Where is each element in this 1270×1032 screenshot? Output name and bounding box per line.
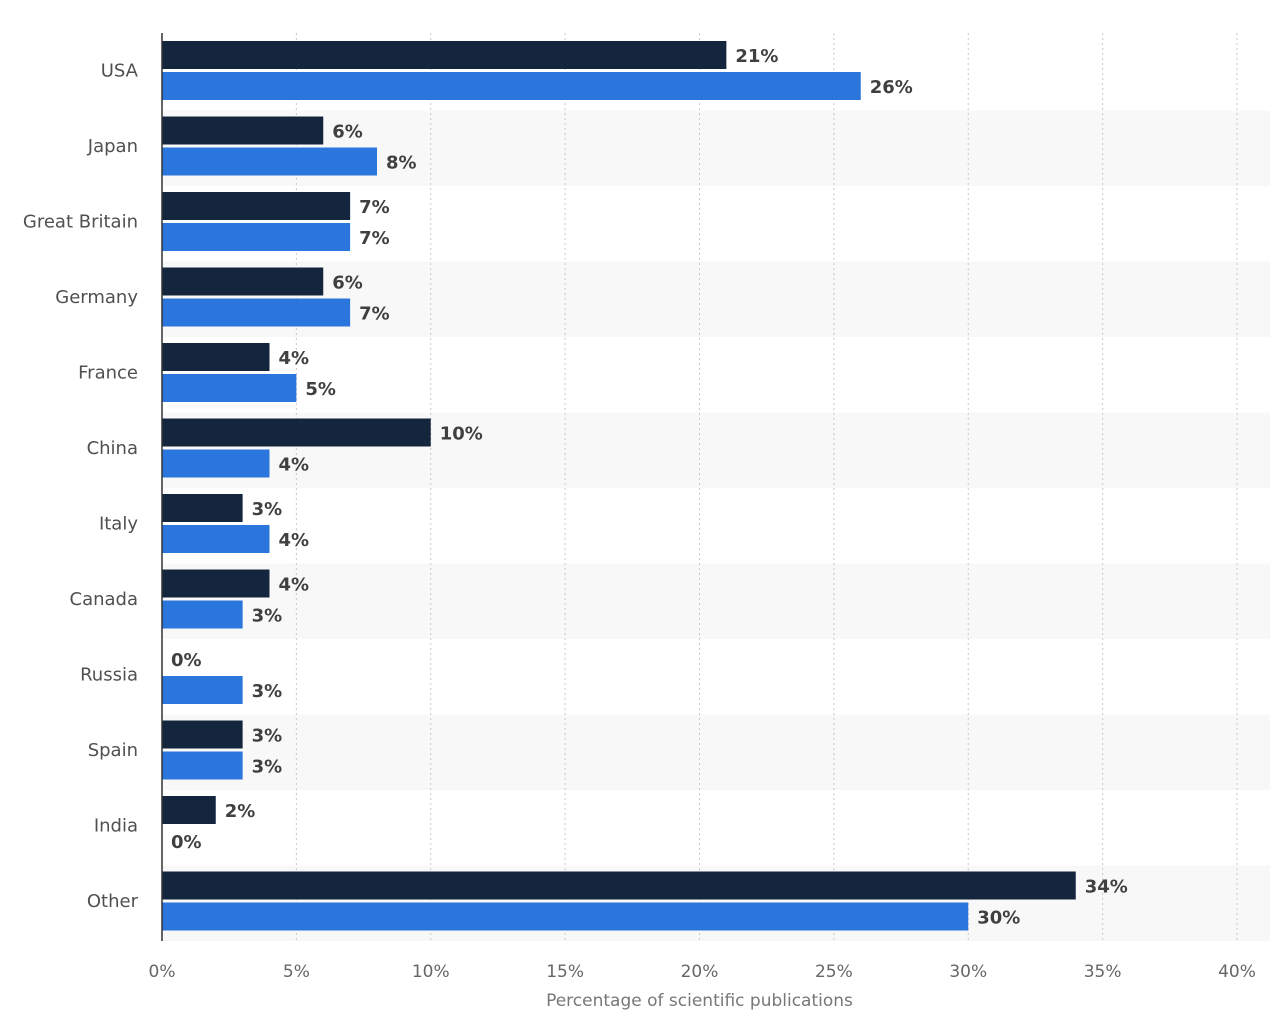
row-band xyxy=(162,714,1270,790)
value-label: 6% xyxy=(332,273,363,294)
bar-dark-italy xyxy=(162,494,243,522)
category-label: Canada xyxy=(70,589,139,610)
x-tick-label: 30% xyxy=(949,962,987,982)
x-tick-label: 5% xyxy=(283,962,310,982)
bar-dark-japan xyxy=(162,116,324,145)
value-label: 4% xyxy=(279,575,310,596)
category-label: Italy xyxy=(99,514,138,535)
value-label: 10% xyxy=(440,424,483,445)
value-label: 3% xyxy=(252,499,283,520)
bar-blue-china xyxy=(162,449,270,478)
value-label: 4% xyxy=(279,530,310,551)
x-tick-label: 20% xyxy=(681,962,719,982)
category-label: Russia xyxy=(80,665,138,686)
category-labels: USA Japan Great Britain Germany France China I… xyxy=(23,61,139,913)
row-band xyxy=(162,563,1270,639)
bar-dark-spain xyxy=(162,720,243,749)
value-label: 2% xyxy=(225,801,256,822)
bar-dark-germany xyxy=(162,267,324,296)
x-axis-title: Percentage of scientific publications xyxy=(546,991,853,1011)
x-axis-ticks: 0% 5% 10% 15% 20% 25% 30% 35% 40% xyxy=(149,962,1256,982)
bar-dark-other xyxy=(162,871,1076,900)
value-label: 3% xyxy=(252,726,283,747)
value-label: 4% xyxy=(279,348,310,369)
value-label: 34% xyxy=(1085,877,1128,898)
category-label: China xyxy=(87,438,138,459)
category-label: Germany xyxy=(55,287,138,308)
bar-blue-italy xyxy=(162,525,270,553)
bar-dark-usa xyxy=(162,41,727,69)
category-label: Japan xyxy=(87,136,138,157)
category-label: France xyxy=(78,363,138,384)
bar-blue-japan xyxy=(162,147,377,176)
value-label: 26% xyxy=(870,77,913,98)
bar-dark-great-britain xyxy=(162,192,351,220)
x-tick-label: 25% xyxy=(815,962,853,982)
value-label: 3% xyxy=(252,757,283,778)
value-label: 6% xyxy=(332,122,363,143)
value-label: 30% xyxy=(977,908,1020,929)
value-label: 21% xyxy=(735,46,778,67)
value-label: 4% xyxy=(279,455,310,476)
bar-blue-germany xyxy=(162,298,351,327)
value-label: 7% xyxy=(359,197,390,218)
bar-blue-great-britain xyxy=(162,223,351,251)
category-label: India xyxy=(94,816,138,837)
value-label: 0% xyxy=(171,832,202,853)
value-label: 5% xyxy=(305,379,336,400)
value-label: 7% xyxy=(359,304,390,325)
value-label: 3% xyxy=(252,681,283,702)
category-label: USA xyxy=(101,61,139,82)
bar-blue-usa xyxy=(162,72,861,100)
x-tick-label: 35% xyxy=(1084,962,1122,982)
bar-blue-canada xyxy=(162,600,243,629)
bar-dark-india xyxy=(162,796,216,824)
bar-blue-other xyxy=(162,902,969,931)
x-tick-label: 15% xyxy=(546,962,584,982)
x-tick-label: 0% xyxy=(149,962,176,982)
category-label: Other xyxy=(87,891,139,912)
bar-blue-spain xyxy=(162,751,243,780)
grid-lines xyxy=(295,33,1238,941)
bars xyxy=(162,41,1076,931)
bar-blue-russia xyxy=(162,676,243,704)
bar-dark-china xyxy=(162,418,431,447)
value-labels: 21% 26% 6% 8% 7% 7% 6% 7% 4% 5% 10% 4% 3% 4% 4% 3% 0% 3% 3… xyxy=(171,46,1128,929)
value-label: 7% xyxy=(359,228,390,249)
bar-dark-canada xyxy=(162,569,270,598)
category-label: Spain xyxy=(88,740,138,761)
value-label: 8% xyxy=(386,153,417,174)
x-tick-label: 10% xyxy=(412,962,450,982)
bar-blue-france xyxy=(162,374,297,402)
value-label: 3% xyxy=(252,606,283,627)
value-label: 0% xyxy=(171,650,202,671)
x-tick-label: 40% xyxy=(1218,962,1256,982)
bar-dark-france xyxy=(162,343,270,371)
category-label: Great Britain xyxy=(23,212,138,233)
